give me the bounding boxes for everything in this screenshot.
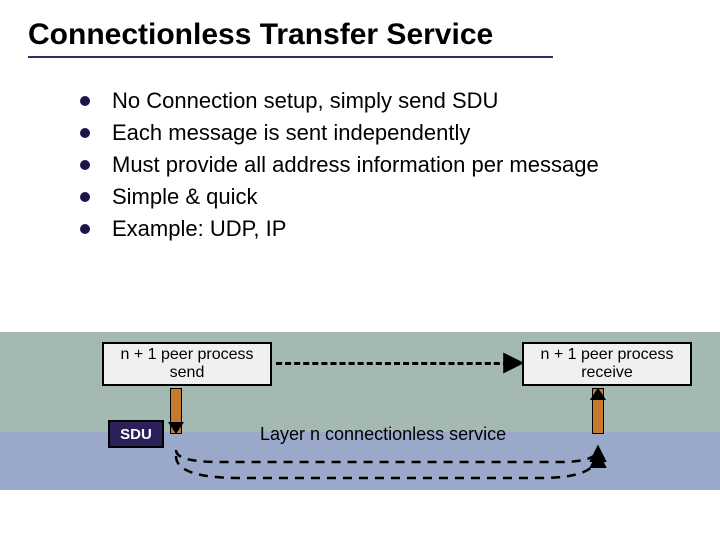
bullet-text: Example: UDP, IP	[112, 216, 286, 242]
sdu-box: SDU	[108, 420, 164, 448]
diagram-caption: Layer n connectionless service	[260, 424, 506, 445]
peer-recv-box: n + 1 peer process receive	[522, 342, 692, 386]
recv-arrow-icon	[592, 388, 604, 434]
bullet-text: Each message is sent independently	[112, 120, 470, 146]
bullet-text: Simple & quick	[112, 184, 258, 210]
slide-title: Connectionless Transfer Service	[28, 18, 553, 58]
bullet-list: No Connection setup, simply send SDU Eac…	[80, 88, 720, 242]
list-item: Example: UDP, IP	[80, 216, 720, 242]
bullet-text: Must provide all address information per…	[112, 152, 599, 178]
bullet-text: No Connection setup, simply send SDU	[112, 88, 498, 114]
dashed-link-top	[276, 362, 518, 365]
bullet-icon	[80, 128, 90, 138]
send-arrow-icon	[170, 388, 182, 434]
bullet-icon	[80, 96, 90, 106]
list-item: No Connection setup, simply send SDU	[80, 88, 720, 114]
bullet-icon	[80, 192, 90, 202]
list-item: Must provide all address information per…	[80, 152, 720, 178]
peer-send-label: n + 1 peer process send	[121, 346, 254, 383]
peer-recv-label: n + 1 peer process receive	[541, 346, 674, 383]
sdu-label: SDU	[120, 426, 152, 443]
title-wrap: Connectionless Transfer Service	[0, 0, 720, 58]
bullet-icon	[80, 160, 90, 170]
bullet-icon	[80, 224, 90, 234]
list-item: Simple & quick	[80, 184, 720, 210]
peer-send-box: n + 1 peer process send	[102, 342, 272, 386]
list-item: Each message is sent independently	[80, 120, 720, 146]
